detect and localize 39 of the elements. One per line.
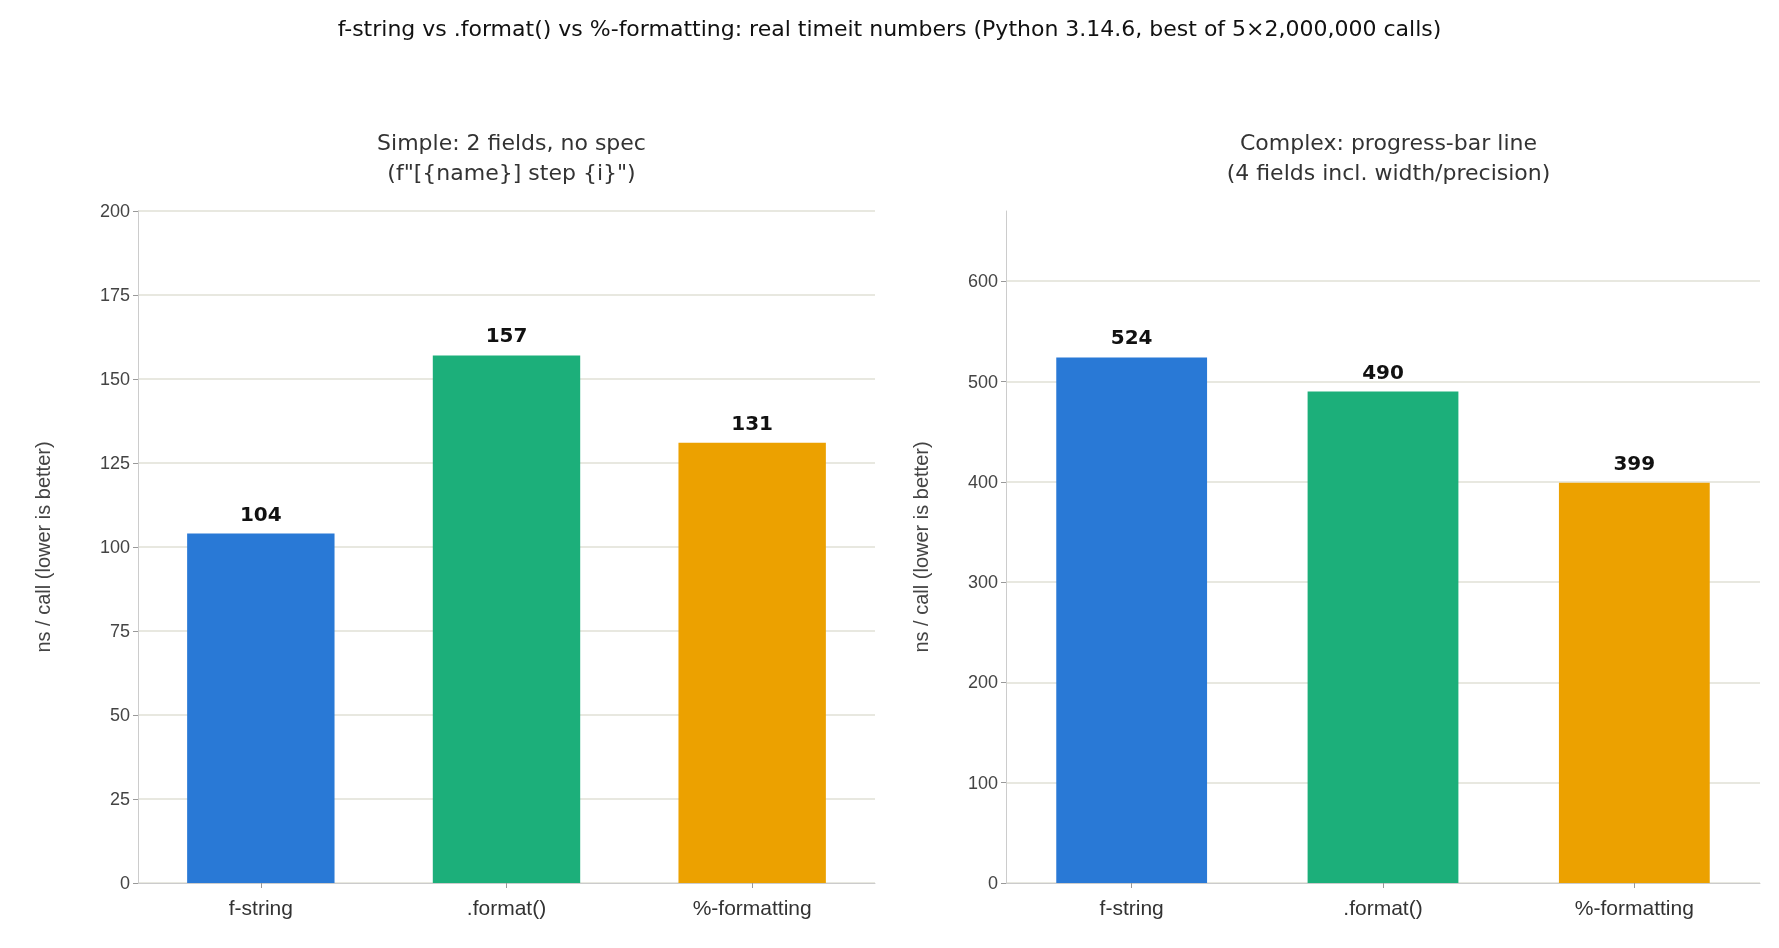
y-tick-label: 75	[109, 621, 130, 641]
y-tick-label: 50	[109, 705, 130, 725]
y-tick-label: 125	[99, 453, 130, 473]
y-tick-label: 300	[967, 572, 998, 593]
bar	[187, 533, 335, 883]
x-tick-label: %-formatting	[692, 896, 812, 919]
x-tick-label: f-string	[228, 896, 293, 919]
x-tick-label: .format()	[466, 896, 547, 919]
y-tick-label: 25	[109, 789, 130, 809]
y-axis-title: ns / call (lower is better)	[32, 441, 54, 653]
y-tick-label: 0	[987, 873, 998, 893]
bar	[1056, 357, 1208, 883]
y-tick-label: 100	[967, 772, 998, 793]
data-label: 490	[1362, 359, 1404, 384]
data-label: 131	[731, 410, 774, 435]
data-label: 399	[1613, 450, 1656, 475]
x-tick-label: %-formatting	[1574, 896, 1694, 919]
y-tick-label: 400	[967, 471, 998, 492]
data-label: 524	[1110, 325, 1153, 350]
y-tick-label: 500	[967, 371, 998, 392]
y-tick-label: 175	[99, 285, 130, 305]
x-tick-label: f-string	[1099, 896, 1164, 919]
y-tick-label: 100	[99, 537, 130, 557]
y-tick-label: 600	[967, 271, 998, 292]
data-label: 157	[485, 323, 528, 348]
text: f-string vs .format() vs %-formatting: real timeit numbers (Python 3.14.6, best of 5×2,000,000 calls)	[336, 16, 1443, 41]
y-axis-title: ns / call (lower is better)	[910, 441, 932, 653]
y-tick-label: 0	[119, 873, 130, 893]
bar	[678, 442, 826, 883]
chart-title: Simple: 2 fields, no spec (f"[{name}] step {i}")	[377, 129, 646, 185]
data-label: 104	[239, 501, 282, 526]
y-tick-label: 200	[99, 201, 130, 221]
bar	[1558, 482, 1710, 883]
x-tick-label: .format()	[1343, 896, 1423, 919]
bar	[1307, 391, 1459, 883]
y-tick-label: 200	[967, 672, 998, 693]
y-tick-label: 150	[99, 369, 130, 389]
chart-title: Complex: progress-bar line (4 fields incl. width/precision)	[1226, 129, 1551, 185]
bar	[432, 355, 581, 883]
